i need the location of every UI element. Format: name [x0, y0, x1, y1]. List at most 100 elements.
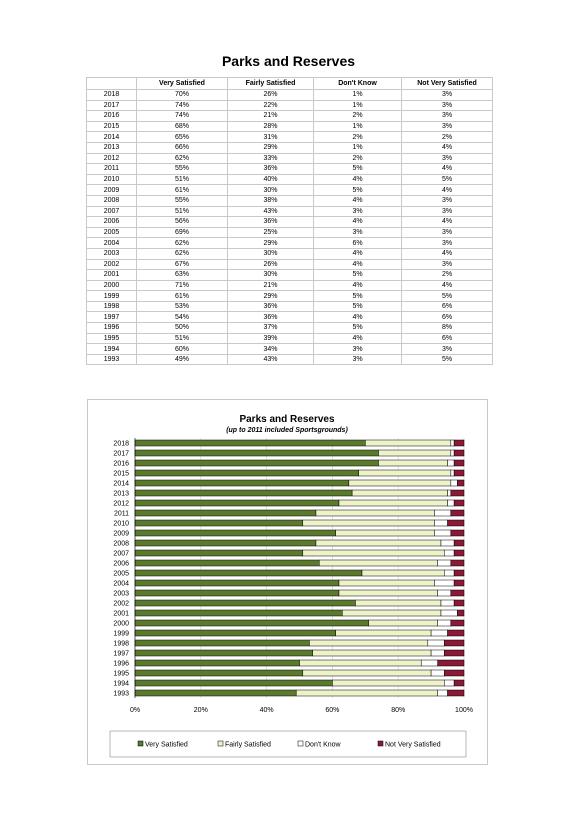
bar-segment [437, 689, 448, 697]
bar-segment [335, 629, 432, 637]
bar-segment [309, 639, 429, 647]
value-cell: 3% [401, 89, 493, 101]
table-row: 2015 68% 28% 1% 3% [86, 120, 493, 133]
value-cell: 26% [227, 258, 314, 271]
y-tick-label: 2013 [113, 491, 129, 498]
bar-segment [134, 649, 313, 657]
bar-segment [453, 499, 465, 507]
satisfaction-table: Very Satisfied Fairly Satisfied Don't Know… [86, 77, 493, 366]
bar-segment [134, 499, 340, 507]
bar-segment [437, 619, 452, 627]
value-cell: 5% [313, 163, 402, 175]
table-row: 2018 70% 26% 1% 3% [86, 89, 493, 101]
bar-segment [355, 599, 442, 607]
bar-segment [453, 569, 465, 577]
table-row: 2001 63% 30% 5% 2% [86, 269, 493, 281]
year-cell: 2011 [86, 163, 137, 175]
value-cell: 3% [401, 343, 493, 355]
bar-segment [450, 589, 465, 597]
table-row: 1996 50% 37% 5% 8% [86, 322, 493, 334]
y-tick-label: 2010 [113, 521, 129, 528]
bar-segment [338, 579, 435, 587]
year-cell: 1994 [86, 343, 137, 355]
year-cell: 2013 [86, 141, 137, 154]
value-cell: 3% [401, 237, 493, 249]
value-cell: 36% [227, 163, 314, 175]
table-row: 2014 65% 31% 2% 2% [86, 131, 493, 143]
bar-segment [447, 499, 455, 507]
bar-segment [453, 469, 465, 477]
year-cell: 2007 [86, 205, 137, 218]
value-cell: 3% [401, 99, 493, 112]
table-row: 2005 69% 25% 3% 3% [86, 226, 493, 239]
value-cell: 30% [227, 247, 314, 260]
table-row: 1995 51% 39% 4% 6% [86, 332, 493, 345]
bar-segment [134, 549, 304, 557]
bar-segment [450, 619, 465, 627]
value-cell: 5% [313, 269, 402, 281]
bar-segment [453, 449, 465, 457]
value-cell: 5% [401, 290, 493, 302]
y-tick-label: 2003 [113, 591, 129, 598]
y-tick-label: 2014 [113, 481, 129, 488]
value-cell: 39% [227, 332, 314, 345]
table-row: 2006 56% 36% 4% 4% [86, 216, 493, 228]
y-tick-label: 2005 [113, 571, 129, 578]
value-cell: 4% [401, 279, 493, 292]
bar-segment [457, 609, 465, 617]
value-cell: 66% [136, 141, 228, 154]
bar-segment [434, 579, 455, 587]
x-tick-label: 40% [260, 707, 274, 714]
value-cell: 4% [313, 258, 402, 271]
y-tick-label: 1999 [113, 631, 129, 638]
bar-segment [437, 559, 452, 567]
year-cell: 2010 [86, 173, 137, 186]
bar-segment [420, 659, 438, 667]
y-tick-label: 2018 [113, 441, 129, 448]
bar-segment [368, 619, 438, 627]
bar-segment [450, 529, 465, 537]
value-cell: 1% [313, 99, 402, 112]
year-cell: 2003 [86, 247, 137, 260]
bar-segment [440, 539, 455, 547]
bar-segment [134, 539, 317, 547]
bar-segment [134, 589, 340, 597]
value-cell: 34% [227, 343, 314, 355]
value-cell: 31% [227, 131, 314, 143]
value-cell: 1% [313, 141, 402, 154]
value-cell: 6% [313, 237, 402, 249]
bar-segment [453, 539, 465, 547]
bar-segment [332, 679, 445, 687]
bar-segment [335, 529, 435, 537]
value-cell: 69% [136, 226, 228, 239]
bar-segment [444, 669, 465, 677]
bar-segment [450, 449, 455, 457]
value-cell: 21% [227, 110, 314, 122]
bar-segment [437, 659, 465, 667]
legend-label: Very Satisfied [145, 742, 188, 749]
bar-segment [134, 659, 300, 667]
bar-segment [134, 449, 379, 457]
value-cell: 5% [313, 322, 402, 334]
x-tick-label: 100% [455, 707, 473, 714]
y-tick-label: 1995 [113, 671, 129, 678]
year-cell: 1993 [86, 353, 137, 366]
bar-segment [450, 479, 458, 487]
bar-segment [447, 689, 465, 697]
value-cell: 30% [227, 269, 314, 281]
chart-subtitle: (up to 2011 included Sportsgrounds) [226, 427, 348, 434]
year-cell: 2016 [86, 110, 137, 122]
bar-segment [437, 589, 452, 597]
bar-segment [365, 439, 452, 447]
bar-segment [134, 679, 333, 687]
value-cell: 3% [401, 152, 493, 165]
column-header: Not Very Satisfied [401, 77, 493, 90]
value-cell: 61% [136, 290, 228, 302]
bar-segment [453, 549, 465, 557]
legend-swatch [217, 740, 224, 747]
value-cell: 8% [401, 322, 493, 334]
bar-segment [134, 599, 356, 607]
value-cell: 2% [313, 131, 402, 143]
value-cell: 53% [136, 300, 228, 313]
bar-segment [302, 669, 432, 677]
